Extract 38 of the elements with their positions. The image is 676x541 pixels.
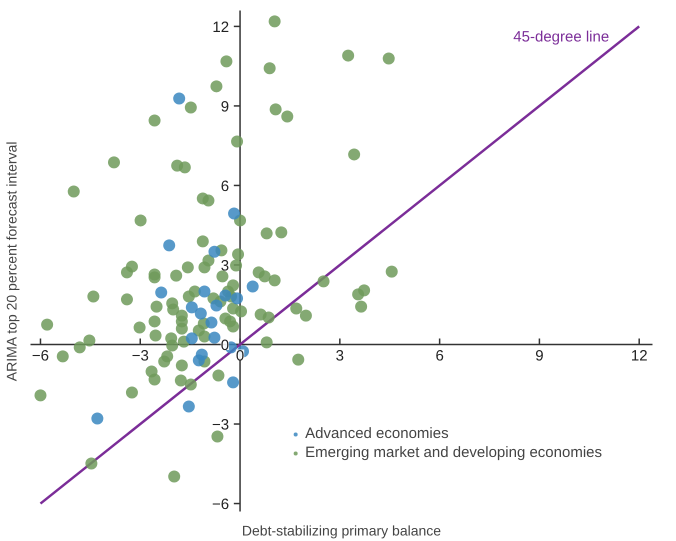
y-tick-label: −6: [212, 496, 230, 514]
x-tick-label: 6: [435, 348, 444, 364]
series-label: 45-degree line: [513, 28, 610, 46]
legend-label: Advanced economies: [305, 425, 449, 442]
legend-label: Emerging market and developing economies: [305, 444, 602, 461]
point: [163, 239, 176, 252]
y-tick-label: −3: [212, 416, 230, 434]
point: [228, 208, 240, 220]
y-tick-label: 0: [220, 337, 230, 354]
point: [186, 301, 198, 314]
point: [210, 300, 222, 312]
point: [231, 292, 244, 304]
x-tick-label: 12: [630, 348, 648, 364]
x-axis-title: Debt-stabilizing primary balance: [242, 522, 442, 538]
point: [173, 92, 186, 104]
x-tick-label: 9: [535, 348, 544, 364]
point: [246, 280, 259, 292]
point: [186, 332, 198, 344]
point: [227, 376, 240, 388]
y-tick-label: 12: [212, 18, 230, 36]
point: [205, 316, 218, 328]
x-tick-label: −3: [132, 348, 149, 364]
point: [192, 354, 205, 366]
y-tick-label: 9: [220, 98, 230, 116]
y-tick-label: 6: [220, 178, 230, 195]
point: [155, 286, 168, 299]
x-tick-label: 0: [236, 348, 244, 364]
x-tick-label: −6: [32, 348, 50, 364]
y-axis-title: ARIMA top 20 percent forecast interval: [4, 142, 20, 382]
y-tick-label: 3: [220, 257, 230, 274]
point: [208, 332, 220, 344]
point: [91, 412, 104, 424]
point: [198, 285, 210, 298]
point: [194, 308, 207, 320]
point: [219, 289, 232, 302]
point: [182, 400, 195, 413]
x-tick-label: 3: [336, 348, 344, 364]
point: [208, 246, 220, 258]
